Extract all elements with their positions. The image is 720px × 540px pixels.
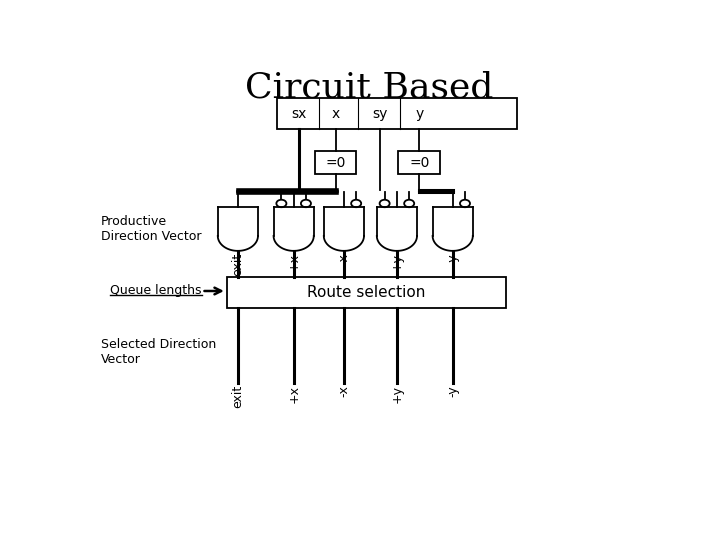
Text: exit: exit bbox=[231, 385, 244, 408]
Text: +y: +y bbox=[390, 385, 403, 403]
Text: Circuit Based: Circuit Based bbox=[245, 71, 493, 105]
Bar bbox=[277, 98, 517, 129]
Bar bbox=[315, 151, 356, 174]
Text: -x: -x bbox=[338, 385, 351, 397]
Text: =0: =0 bbox=[409, 156, 429, 170]
Text: Productive
Direction Vector: Productive Direction Vector bbox=[101, 215, 202, 243]
Text: +x: +x bbox=[287, 385, 300, 403]
Bar bbox=[398, 151, 440, 174]
Text: +x: +x bbox=[287, 253, 300, 271]
Text: -y: -y bbox=[446, 253, 459, 265]
Text: exit: exit bbox=[231, 253, 244, 276]
Text: y: y bbox=[415, 107, 423, 120]
Text: Queue lengths: Queue lengths bbox=[109, 284, 201, 296]
Text: +y: +y bbox=[390, 253, 403, 271]
Text: -x: -x bbox=[338, 253, 351, 265]
Text: =0: =0 bbox=[325, 156, 346, 170]
Text: x: x bbox=[331, 107, 340, 120]
Bar bbox=[227, 277, 505, 308]
Text: sx: sx bbox=[292, 107, 307, 120]
Text: Selected Direction
Vector: Selected Direction Vector bbox=[101, 338, 217, 366]
Text: Route selection: Route selection bbox=[307, 285, 426, 300]
Text: sy: sy bbox=[372, 107, 388, 120]
Text: -y: -y bbox=[446, 385, 459, 396]
